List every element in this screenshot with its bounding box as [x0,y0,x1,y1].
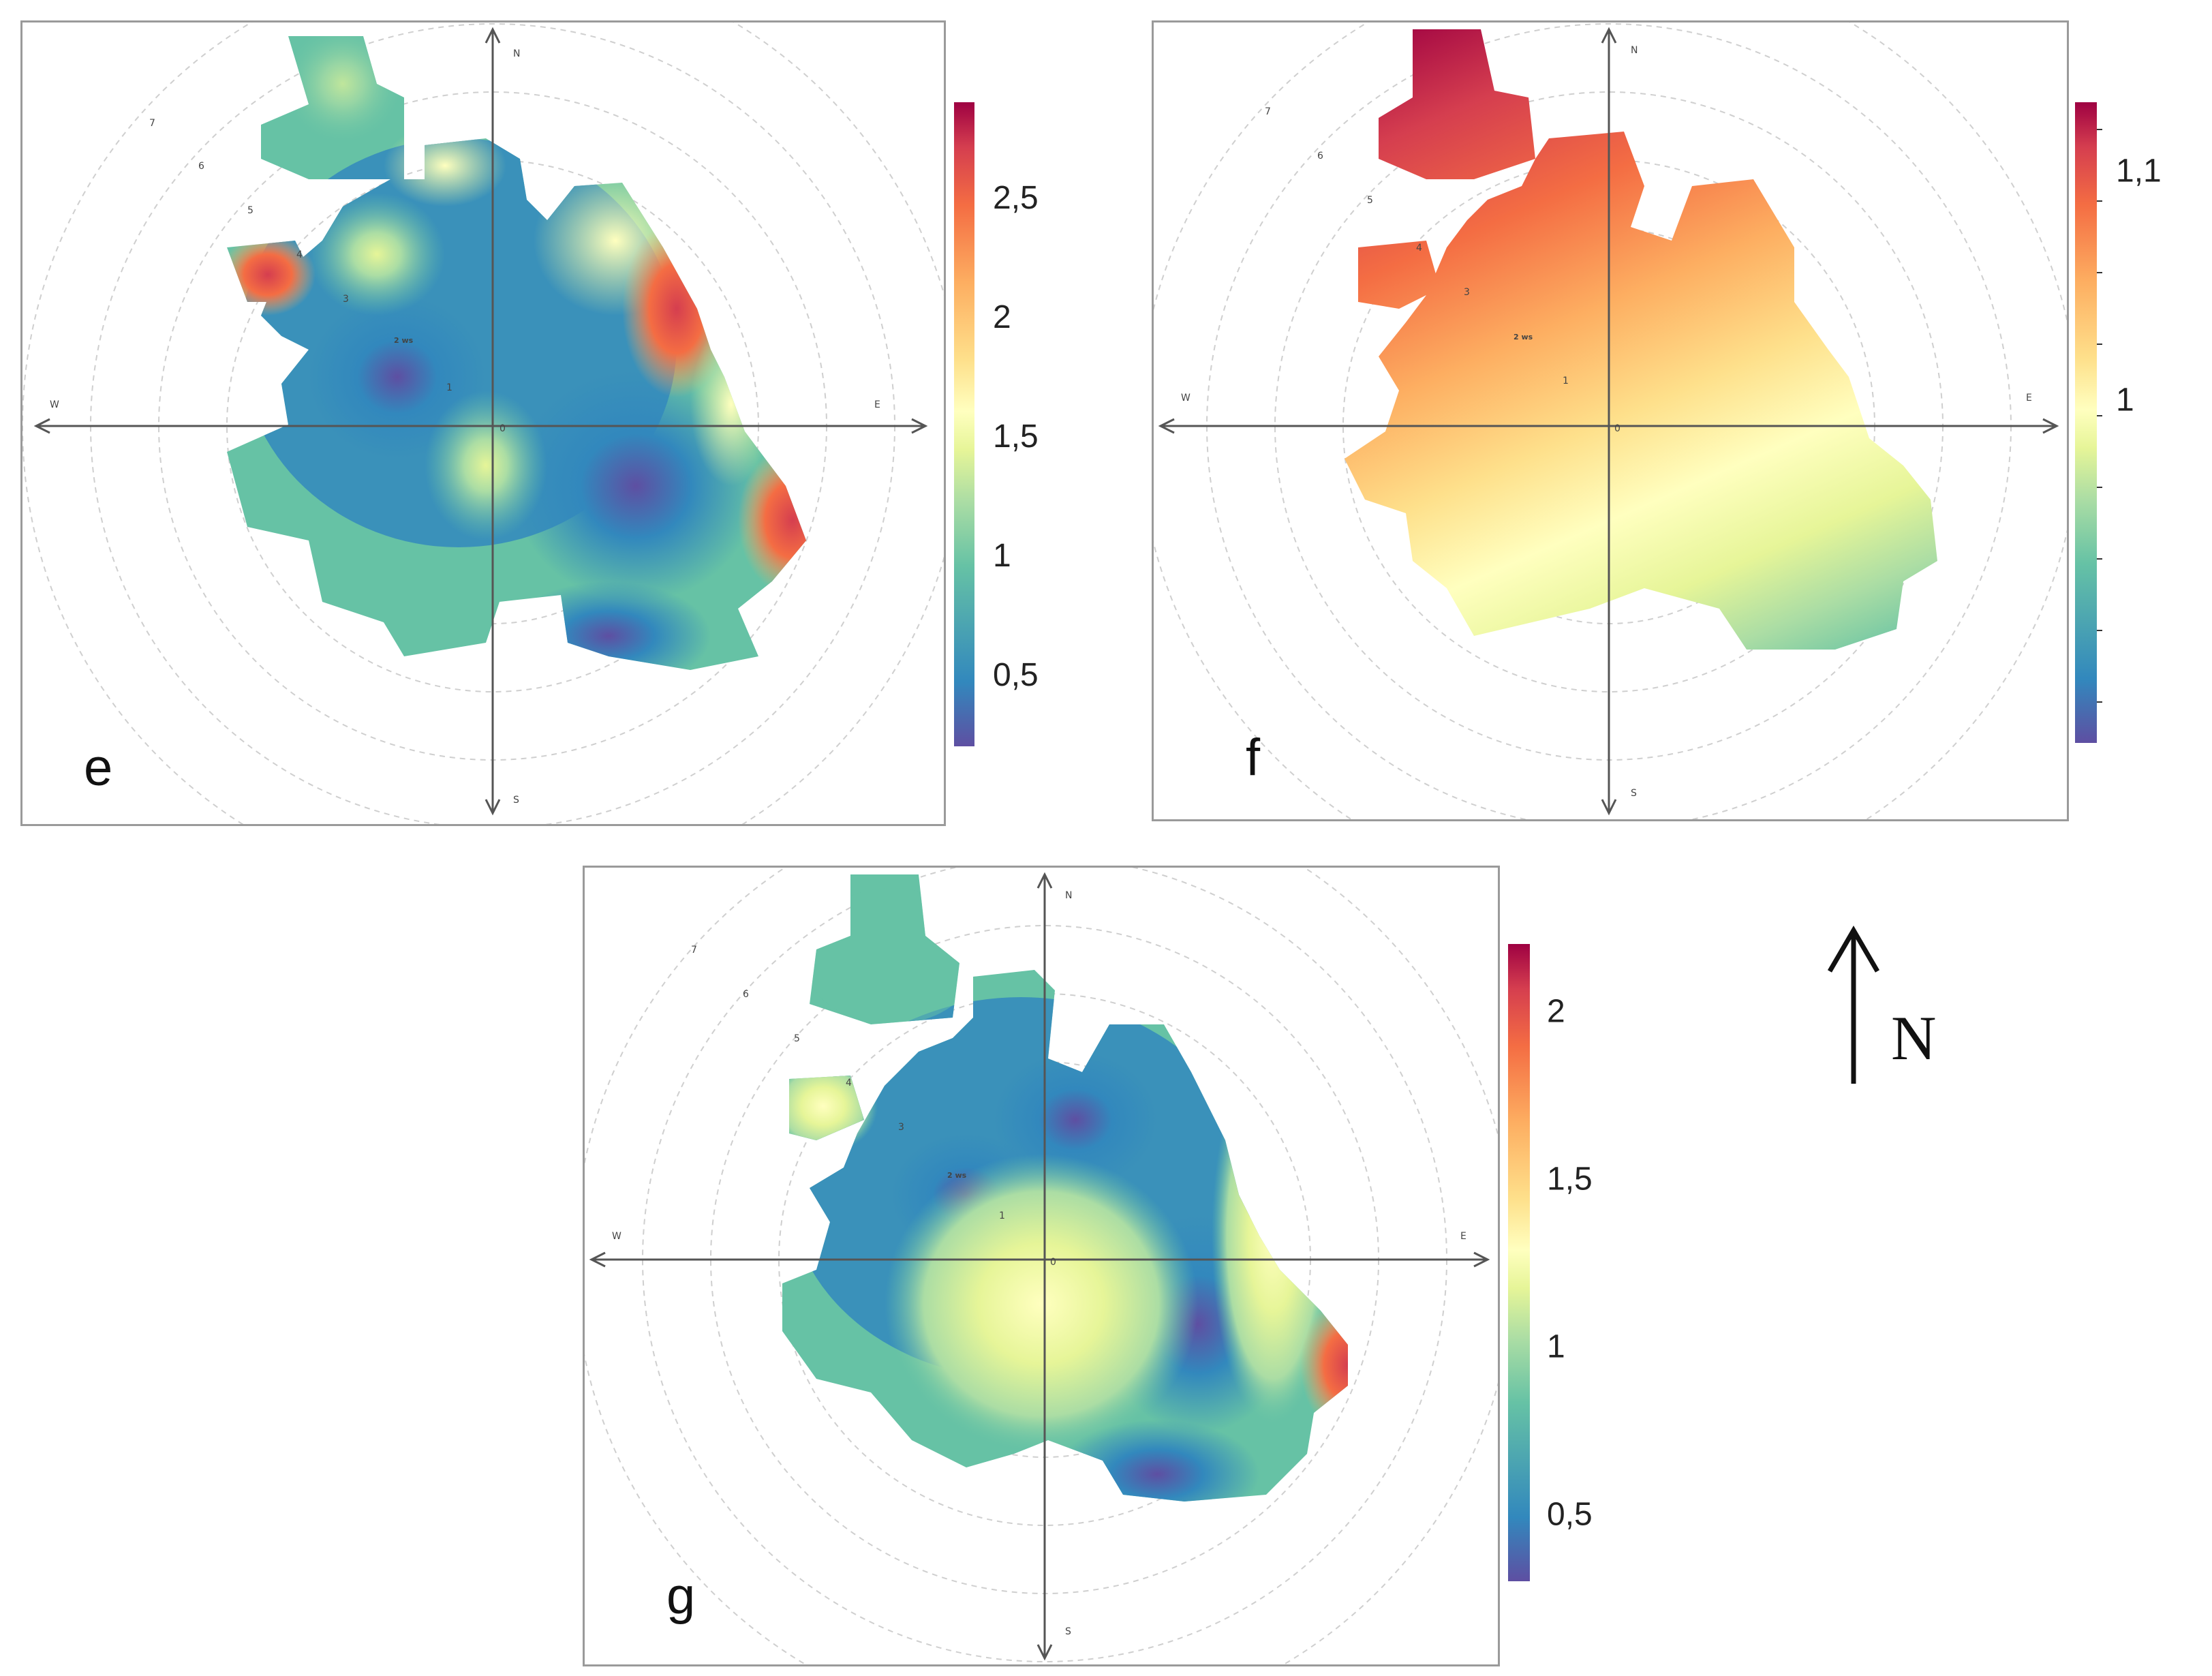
colorbar-g-ticks: 0,5 1 1,5 2 [1547,993,1593,1532]
compass-axes [1158,27,2059,816]
heat-field [1345,29,1937,650]
compass-axes [33,27,928,816]
ring-label-4: 4 [296,249,303,260]
ring-label-2: 2 ws [947,1171,967,1180]
colorbar-e-ramp [954,102,974,746]
ring-label-6: 6 [1317,151,1323,162]
ring-label-1: 1 [1563,376,1569,386]
ring-label-7: 7 [1265,106,1271,117]
ring-label-3: 3 [898,1122,904,1133]
ring-label-0: 0 [1050,1257,1056,1268]
axis-label-west: W [612,1231,621,1242]
colorbar-tick-label: 2,5 [993,180,1039,216]
colorbar-g-ramp [1508,944,1530,1581]
ring-label-4: 4 [846,1078,852,1088]
colorbar-f-minor-ticks [2097,129,2102,703]
colorbar-e: 0,5 1 1,5 2 2,5 [954,102,1039,746]
axis-label-east: E [1460,1231,1466,1242]
colorbar-e-ticks: 0,5 1 1,5 2 2,5 [993,180,1039,693]
colorbar-f: 11,1 [2075,102,2162,743]
heat-field [227,36,806,670]
ring-label-3: 3 [1464,287,1470,298]
colorbar-g: 0,5 1 1,5 2 [1508,944,1593,1581]
ring-label-7: 7 [691,945,697,956]
axis-label-east: E [2026,393,2032,403]
ring-label-6: 6 [198,161,204,172]
panel-label-g: g [666,1567,696,1625]
colorbar-tick-label: 1 [2116,382,2134,418]
axis-label-north: N [513,48,520,59]
ring-label-0: 0 [1614,423,1620,434]
ring-label-6: 6 [743,989,749,1000]
polar-heatmap-g: N S E W 0 1 2 ws 3 4 5 6 7 [585,868,1498,1664]
ring-label-1: 1 [446,382,452,393]
colorbar-tick-label: 1,1 [2116,153,2162,189]
ring-label-7: 7 [149,118,155,129]
colorbar-tick-label: 2 [993,299,1011,335]
heat-field [782,874,1348,1502]
panel-f: N S E W 0 1 2 ws 3 4 5 6 7 f [1152,20,2069,821]
ring-label-3: 3 [343,294,349,305]
colorbar-tick-label: 1,5 [1547,1161,1593,1197]
axis-label-west: W [1181,393,1191,403]
axis-label-north: N [1065,890,1072,901]
colorbar-tick-label: 0,5 [1547,1497,1593,1533]
colorbar-tick-label: 1 [993,538,1011,574]
colorbar-f-ticks: 11,1 [2116,153,2162,418]
axis-label-west: W [50,399,59,410]
panel-g: N S E W 0 1 2 ws 3 4 5 6 7 g [583,866,1500,1666]
colorbar-tick-label: 0,5 [993,657,1039,693]
panel-e: N S E W 0 1 2 ws 3 4 5 6 7 e [20,20,946,826]
colorbar-tick-label: 1 [1547,1329,1565,1365]
ring-label-2: 2 ws [394,336,414,345]
compass-axes [589,872,1490,1661]
colorbar-tick-label: 2 [1547,993,1565,1029]
ring-label-5: 5 [1367,195,1373,206]
north-arrow-icon [1827,926,1880,1084]
polar-heatmap-f: N S E W 0 1 2 ws 3 4 5 6 7 [1154,22,2067,819]
axis-label-south: S [1065,1626,1071,1637]
panel-label-e: e [84,739,113,797]
ring-label-2: 2 ws [1514,333,1533,341]
axis-label-east: E [874,399,880,410]
ring-label-1: 1 [999,1210,1005,1221]
panel-label-f: f [1246,729,1261,787]
ring-label-4: 4 [1416,243,1422,254]
axis-label-north: N [1631,45,1638,56]
ring-label-5: 5 [247,205,254,216]
polar-heatmap-e: N S E W 0 1 2 ws 3 4 5 6 7 [22,22,944,824]
colorbar-tick-label: 1,5 [993,418,1039,455]
colorbar-f-ramp [2075,102,2097,743]
axis-label-south: S [513,795,519,806]
ring-label-5: 5 [794,1033,800,1044]
north-label: N [1891,1003,1937,1073]
axis-label-south: S [1631,788,1637,799]
ring-label-0: 0 [500,423,506,434]
